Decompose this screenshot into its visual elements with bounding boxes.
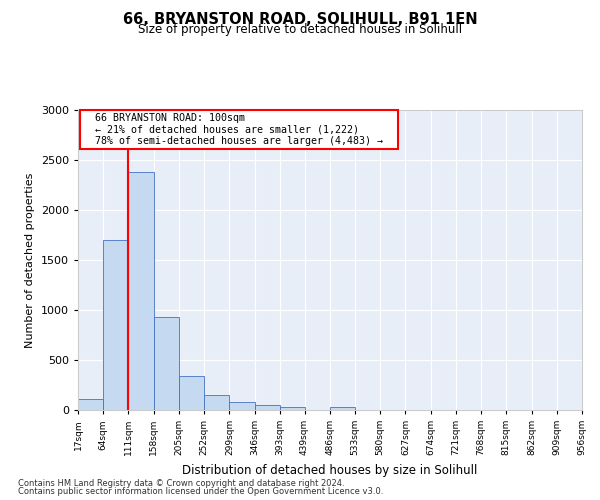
Bar: [78, 398, 103, 410]
Bar: [179, 376, 204, 410]
Bar: [280, 407, 305, 410]
Bar: [204, 394, 229, 410]
Bar: [330, 407, 355, 410]
X-axis label: Distribution of detached houses by size in Solihull: Distribution of detached houses by size …: [182, 464, 478, 476]
Text: Contains public sector information licensed under the Open Government Licence v3: Contains public sector information licen…: [18, 487, 383, 496]
Bar: [154, 316, 179, 410]
Text: 66, BRYANSTON ROAD, SOLIHULL, B91 1EN: 66, BRYANSTON ROAD, SOLIHULL, B91 1EN: [122, 12, 478, 28]
Bar: [254, 404, 280, 410]
Text: Size of property relative to detached houses in Solihull: Size of property relative to detached ho…: [138, 22, 462, 36]
Bar: [128, 172, 154, 410]
Y-axis label: Number of detached properties: Number of detached properties: [25, 172, 35, 348]
Text: 66 BRYANSTON ROAD: 100sqm
  ← 21% of detached houses are smaller (1,222)
  78% o: 66 BRYANSTON ROAD: 100sqm ← 21% of detac…: [83, 113, 395, 146]
Bar: [229, 402, 254, 410]
Bar: [103, 240, 128, 410]
Text: Contains HM Land Registry data © Crown copyright and database right 2024.: Contains HM Land Registry data © Crown c…: [18, 478, 344, 488]
